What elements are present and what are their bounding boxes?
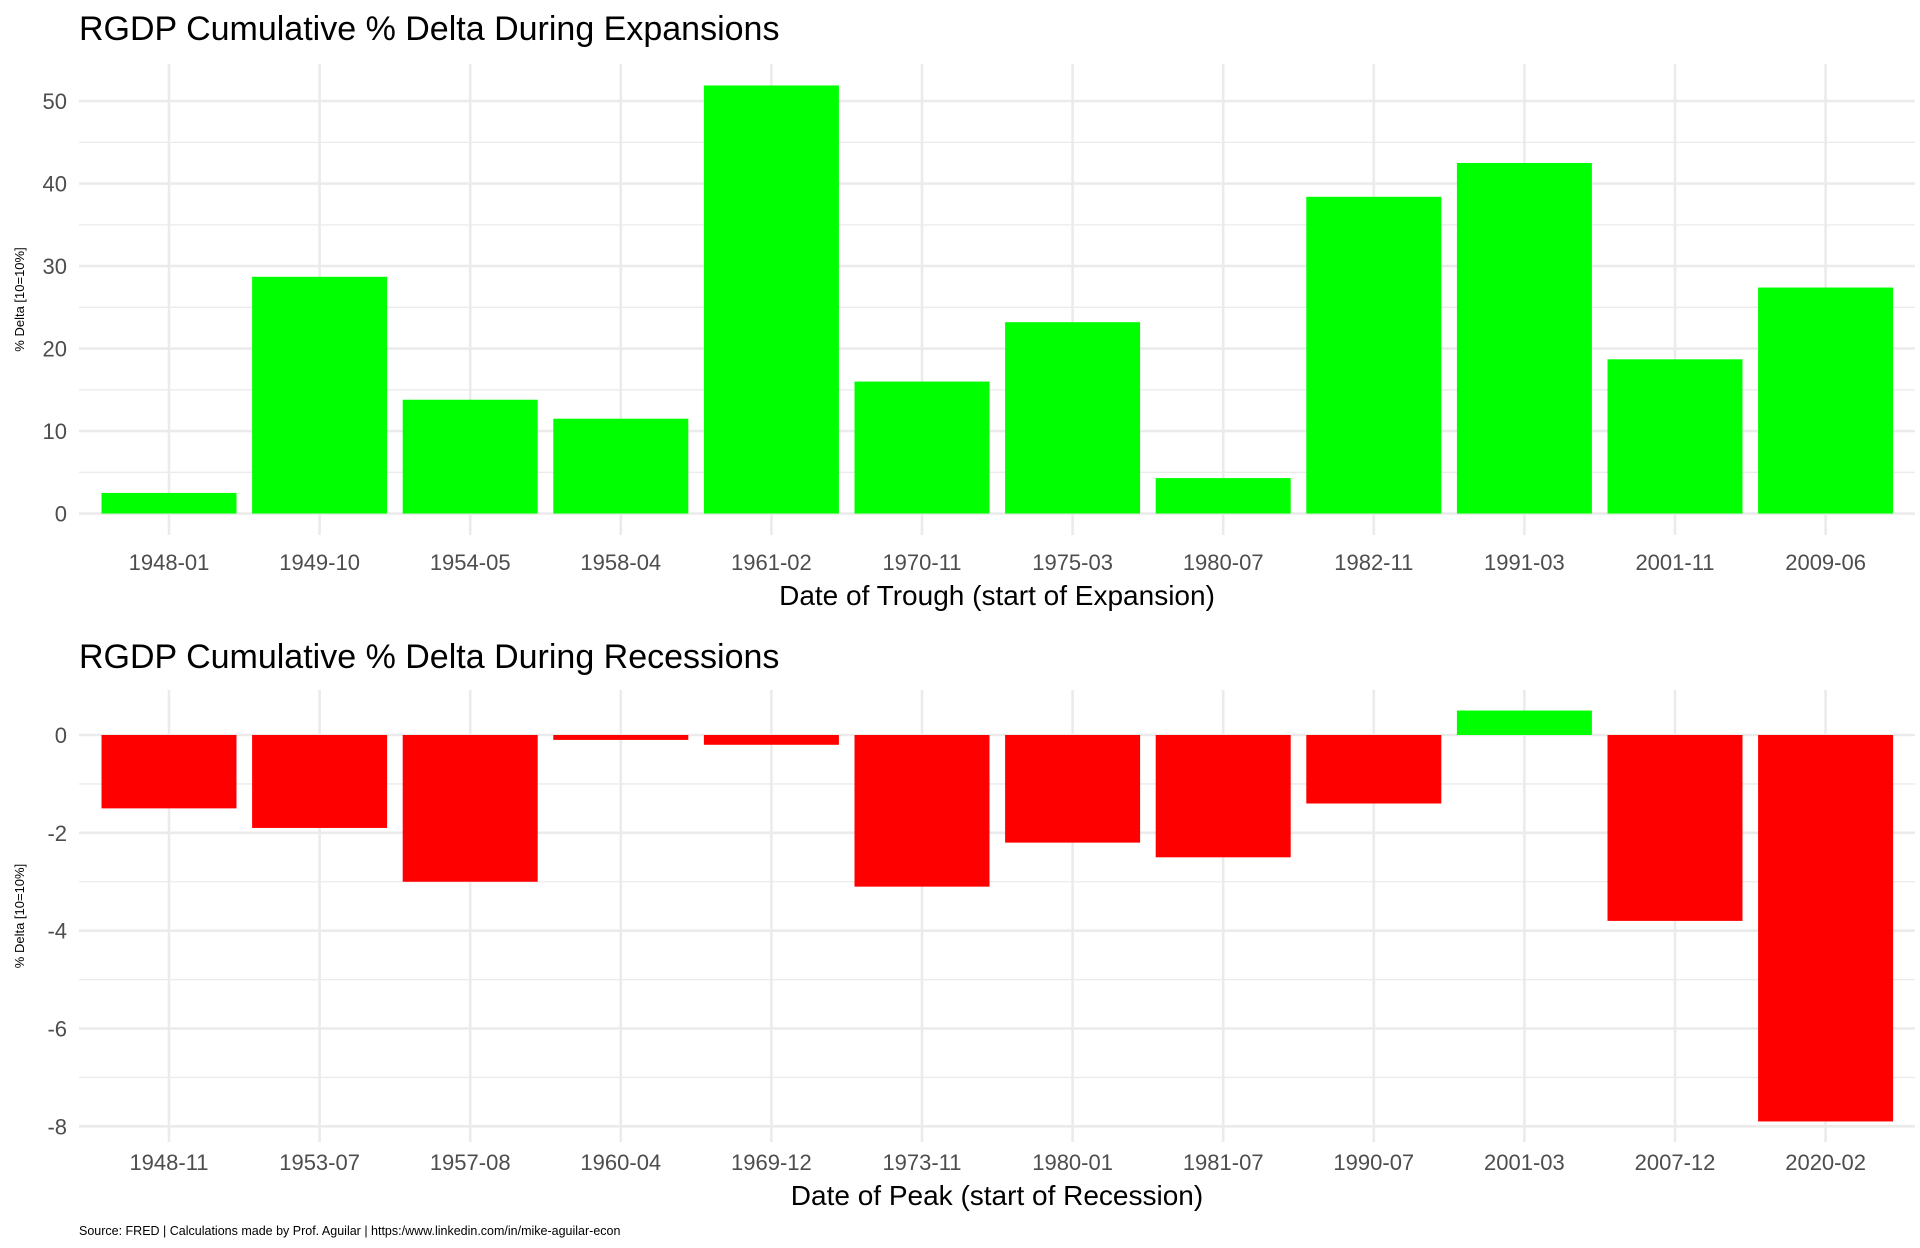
bar-1973-11 (854, 735, 990, 887)
bar-1982-11 (1306, 196, 1442, 514)
x-tick-label: 2007-12 (1635, 1150, 1716, 1175)
chart-title: RGDP Cumulative % Delta During Expansion… (79, 10, 779, 48)
bar-2001-11 (1607, 359, 1743, 514)
y-tick-label: 20 (43, 337, 67, 362)
bar-2020-02 (1758, 735, 1894, 1122)
y-tick-label: 30 (43, 254, 67, 279)
y-tick-label: 0 (55, 502, 67, 527)
x-tick-label: 1990-07 (1333, 1150, 1414, 1175)
bar-1953-07 (252, 735, 388, 828)
x-axis-title: Date of Trough (start of Expansion) (779, 580, 1215, 611)
bar-1960-04 (553, 735, 689, 740)
bar-1990-07 (1306, 735, 1442, 804)
x-tick-label: 1949-10 (279, 550, 360, 575)
x-tick-label: 1980-01 (1032, 1150, 1113, 1175)
x-tick-label: 1981-07 (1183, 1150, 1264, 1175)
x-tick-label: 1975-03 (1032, 550, 1113, 575)
y-tick-label: -6 (47, 1017, 67, 1042)
bar-1981-07 (1155, 735, 1291, 858)
x-tick-label: 1982-11 (1334, 550, 1413, 575)
chart-panel-1: 0 10 20 30 40 50 1948-01 1949-10 1954-05 1958-04 1… (12, 10, 1915, 611)
x-tick-label: 1954-05 (430, 550, 511, 575)
x-tick-label: 1953-07 (279, 1150, 360, 1175)
y-tick-label: 40 (43, 172, 67, 197)
x-tick-label: 1957-08 (430, 1150, 511, 1175)
bar-1980-07 (1155, 478, 1291, 514)
bar-2007-12 (1607, 735, 1743, 921)
x-tick-label: 1960-04 (580, 1150, 661, 1175)
y-tick-label: 50 (43, 89, 67, 114)
bar-1949-10 (252, 276, 388, 514)
bar-1969-12 (703, 735, 839, 745)
bar-1948-11 (101, 735, 237, 809)
bar-1958-04 (553, 418, 689, 514)
x-tick-label: 1970-11 (882, 550, 961, 575)
caption: Source: FRED | Calculations made by Prof… (79, 1224, 620, 1238)
y-tick-label: -4 (47, 919, 67, 944)
bar-1961-02 (703, 85, 839, 514)
bar-1980-01 (1005, 735, 1141, 843)
x-tick-label: 2001-03 (1484, 1150, 1565, 1175)
chart-title: RGDP Cumulative % Delta During Recession… (79, 638, 779, 676)
x-tick-label: 2009-06 (1785, 550, 1866, 575)
bar-1970-11 (854, 381, 990, 514)
y-axis-title: % Delta [10=10%] (12, 247, 27, 351)
x-tick-label: 2020-02 (1785, 1150, 1866, 1175)
x-tick-label: 1958-04 (580, 550, 661, 575)
x-tick-label: 1969-12 (731, 1150, 812, 1175)
x-axis-title: Date of Peak (start of Recession) (791, 1180, 1203, 1211)
bar-2009-06 (1758, 287, 1894, 514)
bar-1948-01 (101, 492, 237, 514)
y-tick-label: 10 (43, 419, 67, 444)
x-tick-label: 1991-03 (1484, 550, 1565, 575)
y-tick-label: 0 (55, 723, 67, 748)
x-tick-label: 1961-02 (731, 550, 812, 575)
y-tick-label: -8 (47, 1114, 67, 1139)
x-tick-label: 1948-11 (129, 1150, 208, 1175)
bar-1957-08 (402, 735, 538, 882)
x-tick-label: 1948-01 (129, 550, 210, 575)
x-tick-label: 1973-11 (882, 1150, 961, 1175)
y-axis-title: % Delta [10=10%] (12, 864, 27, 968)
x-tick-label: 1980-07 (1183, 550, 1264, 575)
y-tick-label: -2 (47, 821, 67, 846)
x-tick-label: 2001-11 (1635, 550, 1714, 575)
bar-2001-03 (1456, 710, 1592, 736)
bar-1975-03 (1005, 322, 1141, 514)
bar-1991-03 (1456, 162, 1592, 514)
bar-1954-05 (402, 399, 538, 514)
chart-panel-2: 0 -2 -4 -6 -8 1948-11 1953-07 1957-08 1960-04 196… (12, 638, 1915, 1211)
